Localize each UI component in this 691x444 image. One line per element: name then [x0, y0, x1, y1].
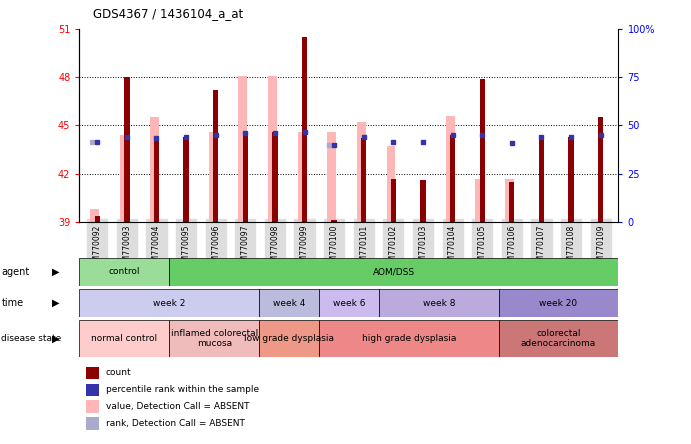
Bar — [209, 132, 218, 222]
Bar — [446, 116, 455, 222]
Text: agent: agent — [1, 267, 30, 277]
Bar — [499, 320, 618, 357]
Text: week 4: week 4 — [273, 298, 305, 308]
Bar — [91, 209, 100, 222]
Bar — [259, 320, 319, 357]
Bar — [243, 132, 248, 222]
Bar — [154, 137, 159, 222]
Text: low grade dysplasia: low grade dysplasia — [244, 334, 334, 343]
Text: colorectal
adenocarcinoma: colorectal adenocarcinoma — [521, 329, 596, 348]
Text: week 2: week 2 — [153, 298, 185, 308]
Bar — [213, 90, 218, 222]
Bar — [259, 289, 319, 317]
Text: ▶: ▶ — [52, 333, 59, 344]
Bar — [379, 289, 499, 317]
Bar — [79, 258, 169, 286]
Bar — [169, 258, 618, 286]
Bar — [539, 137, 544, 222]
Text: ▶: ▶ — [52, 267, 59, 277]
Text: count: count — [106, 369, 131, 377]
Bar — [332, 220, 337, 222]
Bar — [361, 139, 366, 222]
Text: week 20: week 20 — [540, 298, 578, 308]
Bar — [475, 178, 484, 222]
Bar — [302, 37, 307, 222]
Text: inflamed colorectal
mucosa: inflamed colorectal mucosa — [171, 329, 258, 348]
Bar — [420, 180, 426, 222]
Text: rank, Detection Call = ABSENT: rank, Detection Call = ABSENT — [106, 419, 245, 428]
Bar — [505, 178, 514, 222]
Bar — [79, 320, 169, 357]
Text: normal control: normal control — [91, 334, 158, 343]
Bar — [150, 117, 158, 222]
Bar — [328, 132, 337, 222]
Bar — [268, 75, 277, 222]
Text: percentile rank within the sample: percentile rank within the sample — [106, 385, 259, 394]
Text: high grade dysplasia: high grade dysplasia — [361, 334, 456, 343]
Bar — [450, 135, 455, 222]
Text: GDS4367 / 1436104_a_at: GDS4367 / 1436104_a_at — [93, 7, 243, 20]
Text: ▶: ▶ — [52, 298, 59, 308]
Bar — [386, 147, 395, 222]
Bar — [79, 289, 259, 317]
Bar — [480, 79, 485, 222]
Text: control: control — [108, 267, 140, 277]
Bar — [357, 122, 366, 222]
Text: value, Detection Call = ABSENT: value, Detection Call = ABSENT — [106, 402, 249, 411]
Bar — [124, 77, 129, 222]
Bar — [569, 137, 574, 222]
Bar — [499, 289, 618, 317]
Bar — [319, 320, 499, 357]
Bar — [390, 178, 396, 222]
Text: week 6: week 6 — [332, 298, 366, 308]
Bar — [238, 75, 247, 222]
Bar — [183, 137, 189, 222]
Bar — [272, 132, 278, 222]
Text: time: time — [1, 298, 23, 308]
Bar — [169, 320, 259, 357]
Text: disease state: disease state — [1, 334, 61, 343]
Bar — [598, 117, 603, 222]
Bar — [319, 289, 379, 317]
Bar — [120, 135, 129, 222]
Bar — [509, 182, 515, 222]
Text: AOM/DSS: AOM/DSS — [373, 267, 415, 277]
Bar — [298, 132, 307, 222]
Bar — [95, 216, 100, 222]
Text: week 8: week 8 — [422, 298, 455, 308]
